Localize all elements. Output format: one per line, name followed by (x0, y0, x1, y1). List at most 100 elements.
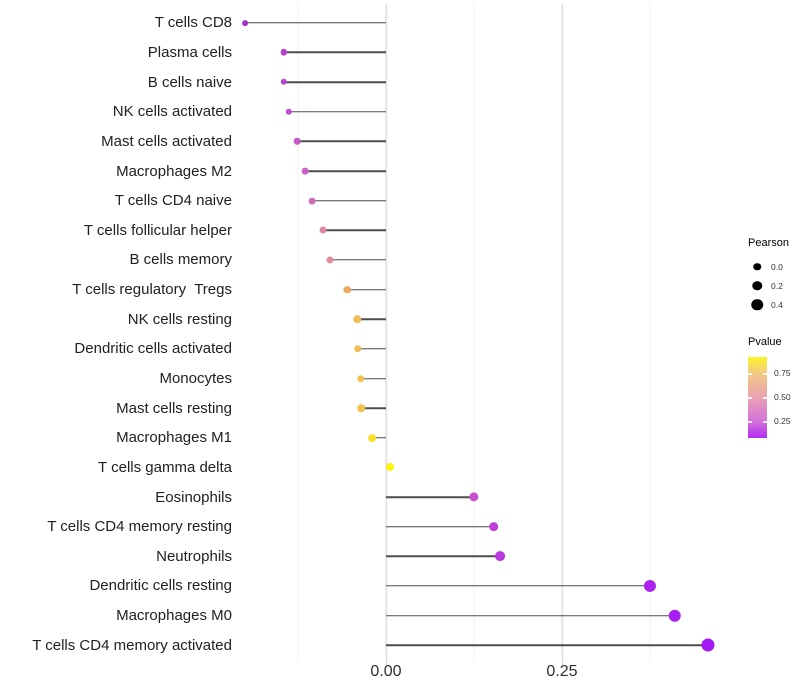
plot-panel (238, 4, 722, 660)
category-label-row: Macrophages M0 (0, 601, 232, 631)
legend-size-label: 0.2 (771, 280, 783, 291)
category-label: NK cells activated (112, 103, 232, 121)
lollipop-dot (242, 19, 249, 26)
lollipop-dot (353, 315, 361, 323)
lollipop-segment (386, 644, 708, 647)
lollipop-dot (495, 551, 505, 562)
lollipop-row (238, 275, 722, 305)
lollipop-row (238, 601, 722, 631)
x-axis-tick-label: 0.00 (370, 663, 402, 680)
major-gridline (561, 4, 563, 660)
lollipop-segment (386, 496, 474, 498)
colorbar-tick (763, 373, 767, 375)
colorbar-tick-label: 0.75 (774, 368, 791, 378)
category-label-row: Monocytes (0, 364, 232, 394)
lollipop-row (238, 334, 722, 364)
category-label-row: T cells CD4 memory activated (0, 630, 232, 660)
legend-size-label: 0.0 (771, 261, 783, 272)
category-label: T cells follicular helper (83, 221, 232, 239)
legend-size-dot (753, 262, 761, 271)
minor-gridline (297, 4, 299, 660)
lollipop-row (238, 364, 722, 394)
category-label: Plasma cells (147, 43, 232, 61)
colorbar-tick (748, 397, 752, 399)
category-label: T cells CD4 memory resting (47, 518, 232, 536)
category-label: B cells memory (129, 251, 232, 269)
legend-size-entry: 0.4 (748, 295, 800, 314)
colorbar-tick (763, 421, 767, 423)
lollipop-dot (280, 49, 288, 56)
lollipop-dot (356, 374, 365, 383)
x-axis-tick (562, 660, 563, 665)
category-label-row: Mast cells activated (0, 127, 232, 157)
category-label: Monocytes (159, 370, 232, 387)
lollipop-row (238, 215, 722, 245)
category-label-row: Macrophages M2 (0, 156, 232, 186)
lollipop-segment (288, 110, 386, 113)
category-label-row: Dendritic cells activated (0, 334, 232, 364)
category-label: B cells naive (147, 73, 232, 91)
legend-pearson-entries: 0.0 0.2 0.4 (748, 257, 800, 314)
lollipop-dot (357, 404, 366, 412)
lollipop-row (238, 127, 722, 157)
category-label: T cells CD8 (154, 14, 232, 32)
lollipop-row (238, 38, 722, 68)
lollipop-row (238, 97, 722, 127)
lollipop-segment (386, 585, 650, 587)
lollipop-dot (301, 167, 309, 175)
x-axis-tick (386, 660, 387, 665)
lollipop-row (238, 512, 722, 542)
lollipop-row (238, 156, 722, 186)
lollipop-dot (488, 521, 499, 532)
lollipop-row (238, 630, 722, 660)
category-label: T cells CD4 memory activated (32, 636, 232, 654)
category-label-row: T cells CD4 naive (0, 186, 232, 216)
category-label: Dendritic cells resting (89, 577, 232, 595)
category-label: Dendritic cells activated (74, 340, 232, 358)
lollipop-dot (354, 345, 362, 353)
category-label-row: T cells CD4 memory resting (0, 512, 232, 542)
lollipop-dot (343, 285, 351, 294)
pvalue-colorbar-wrap: 0.75 0.50 0.25 (748, 357, 800, 438)
category-label: T cells gamma delta (98, 458, 232, 476)
category-label: Mast cells activated (101, 132, 232, 150)
lollipop-segment (283, 81, 386, 83)
category-label: Eosinophils (155, 488, 232, 506)
lollipop-row (238, 393, 722, 423)
lollipop-segment (297, 140, 386, 143)
lollipop-segment (371, 437, 386, 439)
y-axis-labels: T cells CD8 Plasma cells B cells naive NK c… (0, 8, 232, 660)
lollipop-rows (238, 8, 722, 660)
lollipop-dot (280, 78, 288, 86)
lollipop-segment (312, 199, 386, 202)
category-label-row: T cells CD8 (0, 8, 232, 38)
category-label: Mast cells resting (116, 399, 232, 417)
lollipop-dot (643, 579, 657, 593)
category-label-row: Neutrophils (0, 542, 232, 572)
category-label-row: Dendritic cells resting (0, 571, 232, 601)
category-label-row: Eosinophils (0, 482, 232, 512)
lollipop-dot (701, 638, 715, 652)
lollipop-dot (385, 463, 394, 472)
category-label-row: T cells gamma delta (0, 453, 232, 483)
lollipop-row (238, 67, 722, 97)
lollipop-segment (357, 318, 386, 320)
colorbar-tick-label: 0.25 (774, 416, 791, 426)
lollipop-segment (386, 525, 494, 528)
category-label-row: T cells regulatory Tregs (0, 275, 232, 305)
lollipop-dot (319, 226, 327, 234)
category-label-row: Plasma cells (0, 38, 232, 68)
legend-pvalue-title: Pvalue (748, 336, 782, 348)
lollipop-segment (347, 288, 386, 291)
category-label-row: NK cells resting (0, 304, 232, 334)
lollipop-segment (360, 377, 386, 380)
legend-size-entry: 0.0 (748, 257, 800, 276)
lollipop-row (238, 482, 722, 512)
category-label-row: B cells memory (0, 245, 232, 275)
lollipop-dot (308, 197, 316, 205)
lollipop-segment (357, 348, 386, 350)
category-label: T cells CD4 naive (114, 192, 232, 210)
legend-size-entry: 0.2 (748, 276, 800, 295)
category-label-row: Macrophages M1 (0, 423, 232, 453)
colorbar-tick-label: 0.50 (774, 392, 791, 402)
